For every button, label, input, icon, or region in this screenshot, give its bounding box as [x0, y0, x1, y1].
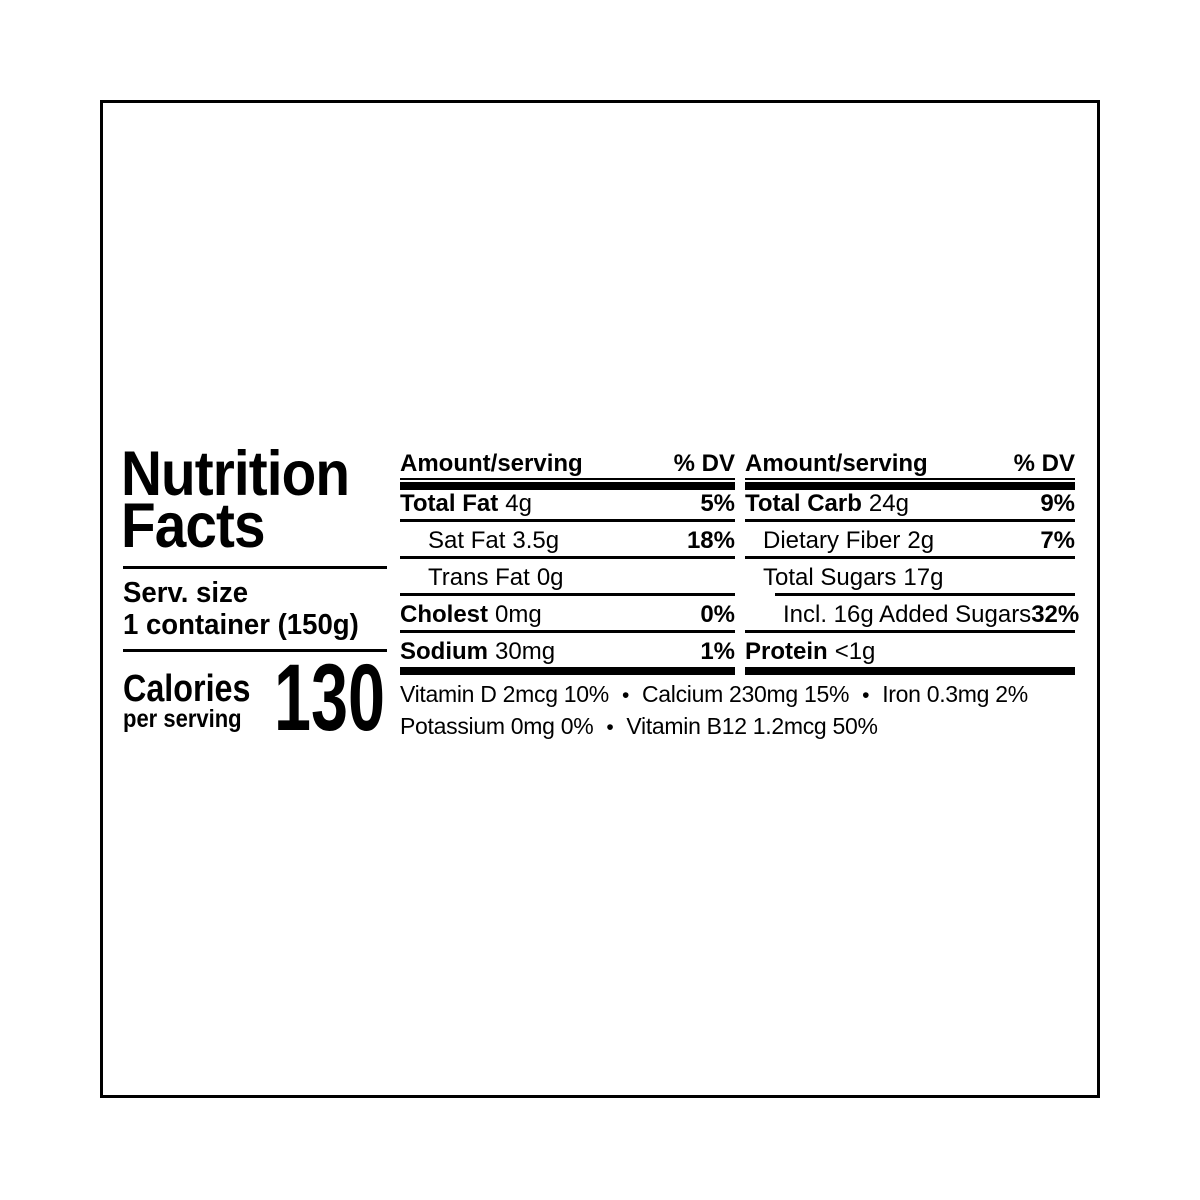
divider-under-serving — [123, 649, 387, 652]
nutrient-amount: 3.5g — [512, 527, 560, 554]
nutrient-label: Incl. 16g Added Sugars — [783, 601, 1032, 628]
calories-label: Calories — [123, 668, 251, 710]
bullet-separator: • — [862, 684, 870, 707]
serving-size-value: 1 container (150g) — [123, 609, 359, 641]
row-dietary-fiber: Dietary Fiber 2g 7% — [745, 522, 1075, 557]
micronutrients-block: Vitamin D 2mcg 10% • Calcium 230mg 15% •… — [400, 679, 1090, 743]
row-divider — [400, 593, 735, 596]
nutrient-amount: 30mg — [495, 638, 556, 665]
header-thick-bar — [745, 482, 1075, 490]
nutrient-amount: 17g — [903, 564, 944, 591]
nutrient-label: Total Carb — [745, 490, 862, 517]
row-sat-fat: Sat Fat 3.5g 18% — [400, 522, 735, 557]
micronutrient-item: Vitamin D 2mcg 10% — [400, 681, 609, 707]
row-total-carb: Total Carb 24g 9% — [745, 490, 1075, 519]
nutrient-dv: 1% — [700, 638, 735, 665]
row-protein: Protein <1g — [745, 633, 1075, 668]
column-bottom-bar — [400, 667, 735, 675]
label-border — [100, 100, 1100, 1098]
divider-under-title — [123, 566, 387, 569]
micronutrients-line-1: Vitamin D 2mcg 10% • Calcium 230mg 15% •… — [400, 679, 1090, 711]
nutrient-dv: 9% — [1040, 490, 1075, 517]
row-divider — [745, 630, 1075, 633]
nutrient-dv: 18% — [686, 527, 735, 554]
row-divider — [745, 519, 1075, 522]
row-trans-fat: Trans Fat 0g — [400, 559, 735, 594]
micronutrient-item: Calcium 230mg 15% — [642, 681, 850, 707]
nutrient-amount: 0g — [536, 564, 564, 591]
nutrient-label: Trans Fat — [428, 564, 530, 591]
nutrient-label: Sodium — [400, 638, 488, 665]
row-cholesterol: Cholest 0mg 0% — [400, 596, 735, 631]
nutrient-amount: 4g — [505, 490, 532, 517]
nutrient-label: Protein — [745, 638, 828, 665]
amount-serving-heading: Amount/serving — [745, 450, 928, 477]
nutrient-amount: 2g — [907, 527, 935, 554]
header-underline — [400, 478, 735, 480]
nutrient-label: Sat Fat — [428, 527, 506, 554]
nutrient-column-right: Amount/serving % DV Total Carb 24g 9% Die… — [745, 450, 1079, 675]
nutrient-label: Total Sugars — [763, 564, 897, 591]
serving-size-block: Serv. size 1 container (150g) — [123, 577, 408, 641]
row-divider-partial — [775, 593, 1075, 596]
nutrient-label: Total Fat — [400, 490, 499, 517]
calories-value: 130 — [274, 645, 385, 751]
row-divider — [400, 556, 735, 559]
header-thick-bar — [400, 482, 735, 490]
row-divider — [400, 630, 735, 633]
title-line-1: Nutrition — [121, 439, 350, 509]
column-header: Amount/serving % DV — [400, 450, 735, 478]
bullet-separator: • — [621, 684, 629, 707]
percent-dv-heading: % DV — [1013, 450, 1075, 477]
percent-dv-heading: % DV — [673, 450, 735, 477]
row-added-sugars: Incl. 16g Added Sugars 32% — [745, 596, 1079, 631]
bullet-separator: • — [606, 716, 614, 739]
nutrient-label: Dietary Fiber — [763, 527, 901, 554]
header-underline — [745, 478, 1075, 480]
nutrient-dv: 0% — [700, 601, 735, 628]
nutrient-dv: 7% — [1040, 527, 1075, 554]
column-bottom-bar — [745, 667, 1075, 675]
row-divider — [400, 519, 735, 522]
nutrient-amount: 0mg — [495, 601, 542, 628]
row-divider — [745, 556, 1075, 559]
nutrient-amount: 24g — [868, 490, 909, 517]
calories-sublabel: per serving — [123, 705, 242, 733]
nutrition-facts-title: Nutrition Facts — [121, 439, 391, 561]
nutrient-amount: <1g — [834, 638, 876, 665]
nutrient-dv: 5% — [700, 490, 735, 517]
row-total-fat: Total Fat 4g 5% — [400, 490, 735, 519]
nutrient-label: Cholest — [400, 601, 489, 628]
column-header: Amount/serving % DV — [745, 450, 1075, 478]
nutrient-column-left: Amount/serving % DV Total Fat 4g 5% Sat F… — [400, 450, 735, 675]
title-line-2: Facts — [121, 491, 266, 561]
micronutrient-item: Vitamin B12 1.2mcg 50% — [626, 713, 878, 739]
row-total-sugars: Total Sugars 17g — [745, 559, 1075, 594]
micronutrient-item: Iron 0.3mg 2% — [882, 681, 1028, 707]
serving-size-label: Serv. size — [123, 577, 249, 609]
micronutrients-line-2: Potassium 0mg 0% • Vitamin B12 1.2mcg 50… — [400, 711, 1090, 743]
row-sodium: Sodium 30mg 1% — [400, 633, 735, 668]
amount-serving-heading: Amount/serving — [400, 450, 583, 477]
micronutrient-item: Potassium 0mg 0% — [400, 713, 594, 739]
nutrient-dv: 32% — [1031, 601, 1080, 628]
